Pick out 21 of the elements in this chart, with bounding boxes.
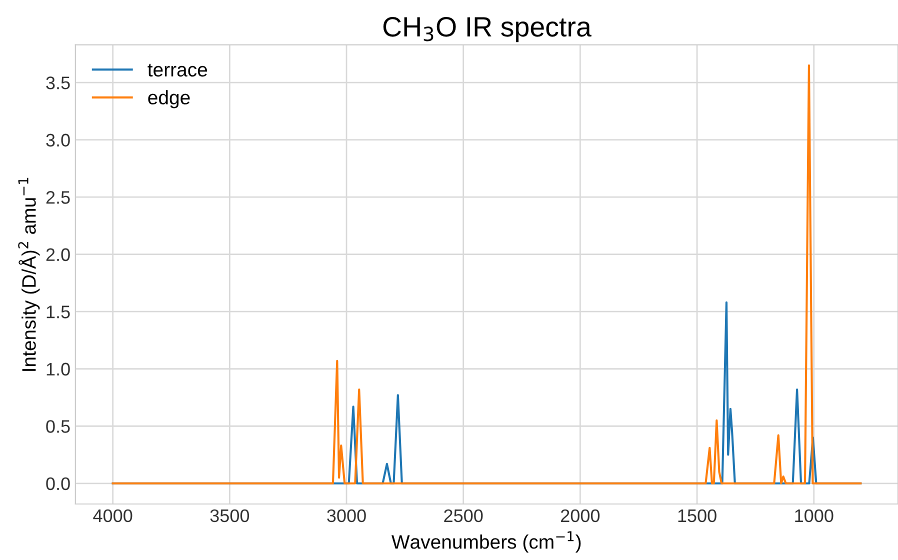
x-tick-label: 3500 — [210, 509, 250, 522]
y-tick-label: 0.0 — [46, 477, 70, 490]
y-tick-label: 0.5 — [46, 420, 70, 433]
x-tick-label: 4000 — [93, 509, 132, 522]
x-tick-label: 1500 — [678, 509, 716, 522]
x-tick-label: 2000 — [561, 509, 600, 522]
y-tick-label: 1.0 — [46, 362, 70, 376]
y-tick-label: 2.5 — [46, 191, 70, 204]
x-tick-label: 1000 — [795, 509, 834, 522]
line-series — [112, 64, 862, 484]
x-tick-label: 2500 — [444, 509, 483, 522]
y-axis-title: Intensity (D/Å)$^{2}$ amu$^{−1}$ — [18, 178, 40, 371]
x-axis-title: Wavenumbers (cm$^{−1}$) — [392, 531, 581, 553]
y-tick-label: 2.0 — [46, 248, 70, 262]
chart-title: CH$_{3}$O IR spectra — [383, 17, 592, 42]
y-tick-label: 3.0 — [46, 134, 70, 147]
legend-label: edge — [148, 90, 190, 108]
legend-label: terrace — [148, 64, 208, 77]
y-tick-label: 1.5 — [46, 306, 70, 318]
x-tick-label: 3000 — [327, 509, 366, 522]
y-tick-label: 3.5 — [46, 76, 70, 90]
